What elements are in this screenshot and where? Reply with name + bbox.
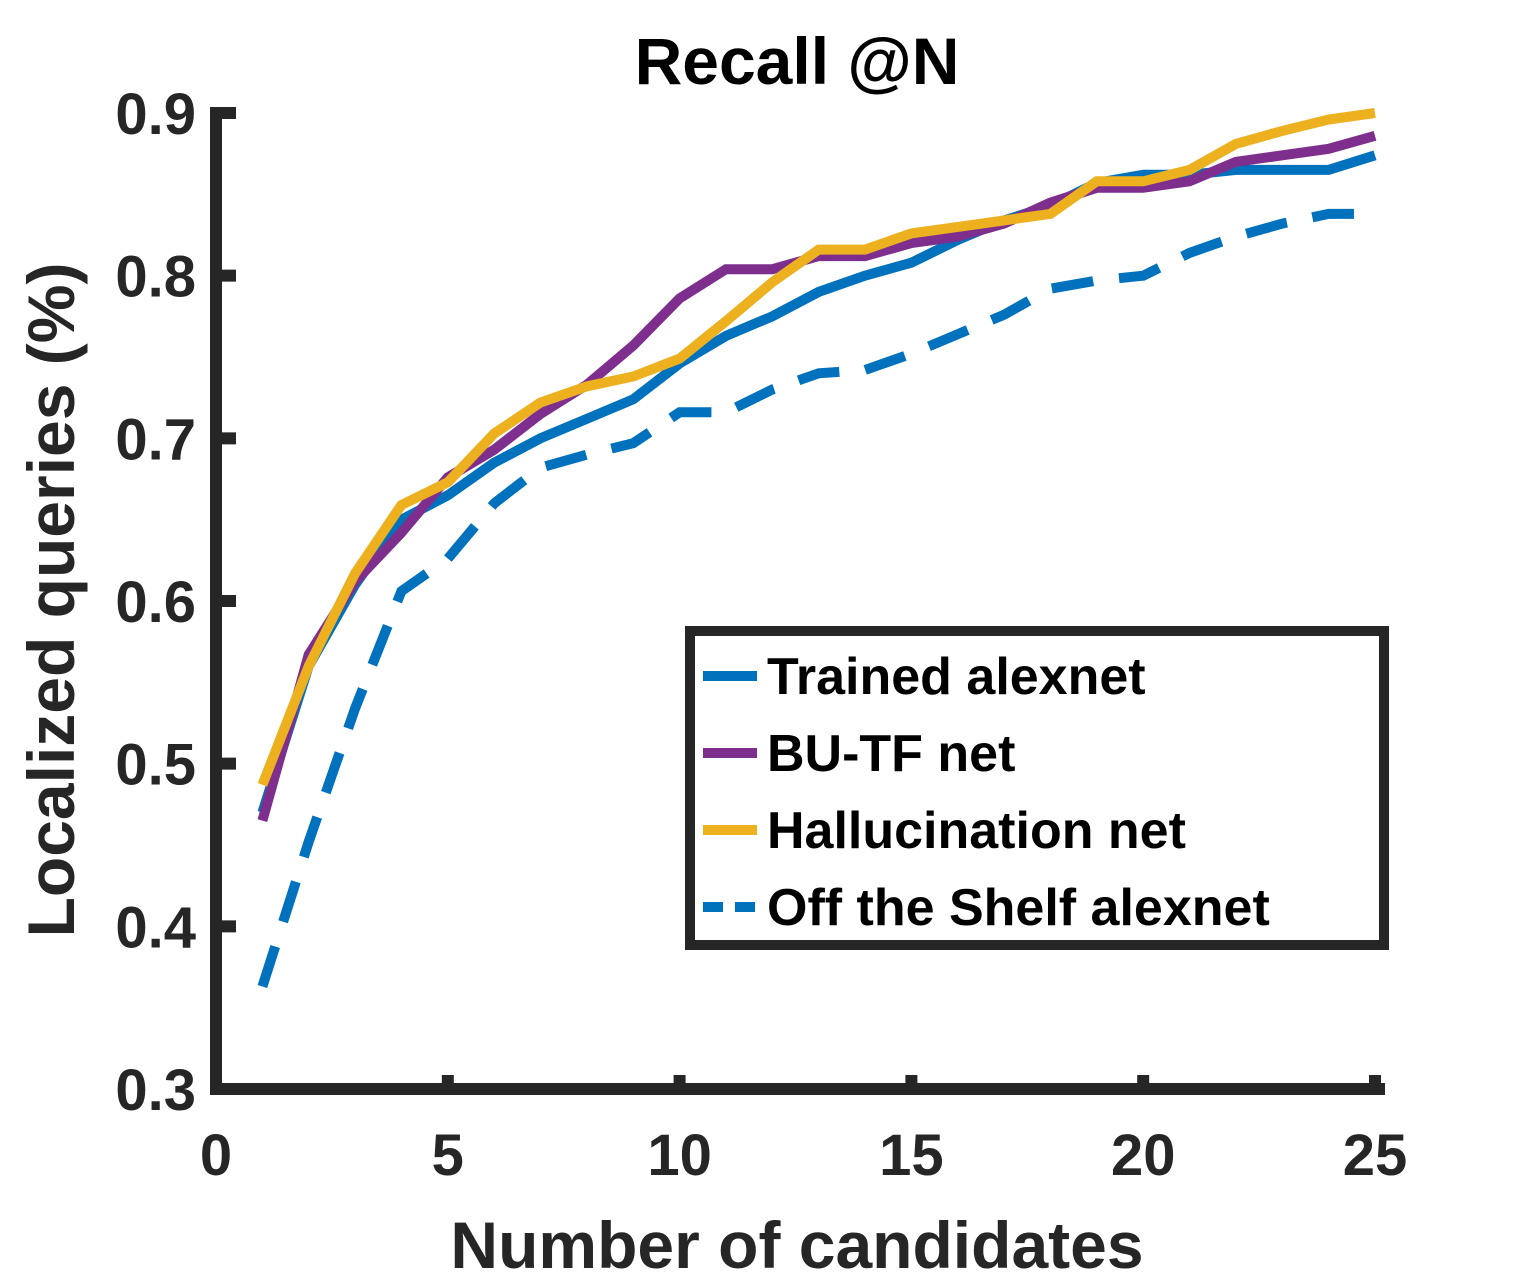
- y-tick-label: 0.8: [115, 245, 196, 310]
- series-line-2: [257, 108, 1376, 787]
- y-axis-label: Localized queries (%): [14, 263, 88, 938]
- x-tick-label: 20: [1111, 1123, 1176, 1188]
- x-tick-label: 0: [200, 1123, 232, 1188]
- y-tick-label: 0.5: [115, 733, 196, 798]
- legend-label-0: Trained alexnet: [767, 648, 1146, 706]
- x-tick-label: 25: [1343, 1123, 1408, 1188]
- series-layer: [257, 108, 1377, 989]
- y-ticks: 0.3 0.4 0.5 0.6 0.7 0.8 0.9: [115, 82, 236, 1123]
- legend-box: [685, 626, 1389, 950]
- y-tick-label: 0.3: [115, 1058, 196, 1123]
- x-ticks: 0 5 10 15 20 25: [200, 1075, 1407, 1188]
- y-tick-label: 0.7: [115, 407, 196, 472]
- x-tick-label: 15: [879, 1123, 944, 1188]
- chart-title: Recall @N: [635, 24, 960, 98]
- x-tick-label: 5: [432, 1123, 464, 1188]
- legend: Trained alexnet BU-TF net Hallucination ne…: [685, 626, 1389, 950]
- series-line-3: [257, 208, 1375, 989]
- x-tick-label: 10: [647, 1123, 712, 1188]
- x-axis-label: Number of candidates: [450, 1208, 1143, 1282]
- y-tick-label: 0.9: [115, 82, 196, 147]
- legend-items: Trained alexnet BU-TF net Hallucination ne…: [703, 648, 1270, 937]
- legend-label-3: Off the Shelf alexnet: [767, 879, 1270, 937]
- legend-label-2: Hallucination net: [767, 802, 1186, 860]
- y-tick-label: 0.6: [115, 570, 196, 635]
- y-tick-label: 0.4: [115, 895, 196, 960]
- legend-label-1: BU-TF net: [767, 725, 1015, 783]
